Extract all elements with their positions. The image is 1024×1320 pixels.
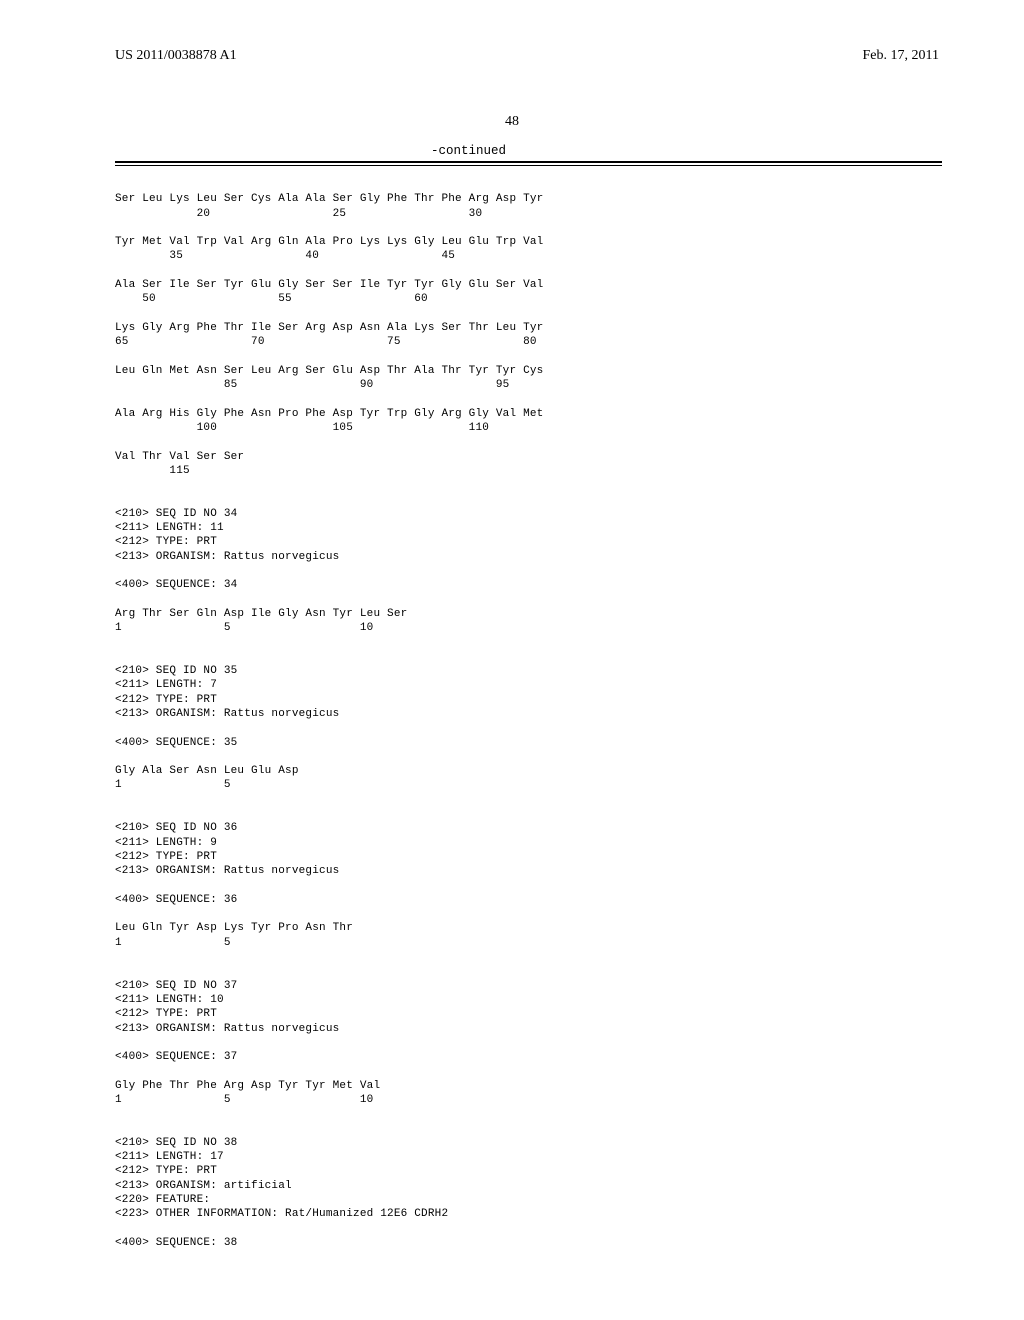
seq-meta: <211> LENGTH: 7 <box>115 679 217 691</box>
seq-meta: <400> SEQUENCE: 37 <box>115 1051 237 1063</box>
seq-meta: <212> TYPE: PRT <box>115 1008 217 1020</box>
seq-num: 1 5 <box>115 937 231 949</box>
rule-top <box>115 161 942 163</box>
seq-meta: <212> TYPE: PRT <box>115 536 217 548</box>
seq-row: Leu Gln Tyr Asp Lys Tyr Pro Asn Thr <box>115 922 353 934</box>
seq-meta: <213> ORGANISM: Rattus norvegicus <box>115 865 339 877</box>
seq-meta: <400> SEQUENCE: 34 <box>115 579 237 591</box>
seq-row: Lys Gly Arg Phe Thr Ile Ser Arg Asp Asn … <box>115 322 543 334</box>
seq-meta: <211> LENGTH: 9 <box>115 837 217 849</box>
seq-meta: <212> TYPE: PRT <box>115 1165 217 1177</box>
seq-num: 115 <box>115 465 190 477</box>
seq-num: 65 70 75 80 <box>115 336 537 348</box>
page-header: US 2011/0038878 A1 Feb. 17, 2011 <box>0 0 1024 64</box>
seq-num: 1 5 <box>115 779 231 791</box>
publication-number: US 2011/0038878 A1 <box>115 48 237 64</box>
continued-label: -continued <box>115 144 942 158</box>
seq-row: Ala Arg His Gly Phe Asn Pro Phe Asp Tyr … <box>115 408 543 420</box>
seq-meta: <210> SEQ ID NO 35 <box>115 665 237 677</box>
seq-meta: <220> FEATURE: <box>115 1194 210 1206</box>
seq-meta: <400> SEQUENCE: 36 <box>115 894 237 906</box>
sequence-listing: Ser Leu Lys Leu Ser Cys Ala Ala Ser Gly … <box>0 166 1024 1250</box>
publication-date: Feb. 17, 2011 <box>863 48 939 64</box>
seq-meta: <223> OTHER INFORMATION: Rat/Humanized 1… <box>115 1208 448 1220</box>
seq-row: Arg Thr Ser Gln Asp Ile Gly Asn Tyr Leu … <box>115 608 407 620</box>
seq-num: 50 55 60 <box>115 293 428 305</box>
seq-meta: <211> LENGTH: 11 <box>115 522 224 534</box>
seq-num: 35 40 45 <box>115 250 455 262</box>
seq-row: Leu Gln Met Asn Ser Leu Arg Ser Glu Asp … <box>115 365 543 377</box>
seq-meta: <210> SEQ ID NO 36 <box>115 822 237 834</box>
seq-row: Ala Ser Ile Ser Tyr Glu Gly Ser Ser Ile … <box>115 279 543 291</box>
seq-meta: <211> LENGTH: 17 <box>115 1151 224 1163</box>
seq-num: 85 90 95 <box>115 379 509 391</box>
seq-meta: <213> ORGANISM: Rattus norvegicus <box>115 708 339 720</box>
seq-meta: <213> ORGANISM: Rattus norvegicus <box>115 1023 339 1035</box>
seq-row: Gly Phe Thr Phe Arg Asp Tyr Tyr Met Val <box>115 1080 380 1092</box>
seq-meta: <211> LENGTH: 10 <box>115 994 224 1006</box>
seq-meta: <213> ORGANISM: artificial <box>115 1180 292 1192</box>
seq-meta: <400> SEQUENCE: 38 <box>115 1237 237 1249</box>
seq-meta: <210> SEQ ID NO 37 <box>115 980 237 992</box>
seq-meta: <212> TYPE: PRT <box>115 851 217 863</box>
seq-row: Gly Ala Ser Asn Leu Glu Asp <box>115 765 299 777</box>
seq-meta: <213> ORGANISM: Rattus norvegicus <box>115 551 339 563</box>
seq-num: 20 25 30 <box>115 208 482 220</box>
seq-meta: <212> TYPE: PRT <box>115 694 217 706</box>
page-number: 48 <box>0 114 1024 130</box>
seq-row: Val Thr Val Ser Ser <box>115 451 244 463</box>
seq-num: 100 105 110 <box>115 422 489 434</box>
seq-meta: <400> SEQUENCE: 35 <box>115 737 237 749</box>
seq-meta: <210> SEQ ID NO 34 <box>115 508 237 520</box>
seq-meta: <210> SEQ ID NO 38 <box>115 1137 237 1149</box>
seq-row: Tyr Met Val Trp Val Arg Gln Ala Pro Lys … <box>115 236 543 248</box>
seq-row: Ser Leu Lys Leu Ser Cys Ala Ala Ser Gly … <box>115 193 543 205</box>
seq-num: 1 5 10 <box>115 1094 373 1106</box>
seq-num: 1 5 10 <box>115 622 373 634</box>
